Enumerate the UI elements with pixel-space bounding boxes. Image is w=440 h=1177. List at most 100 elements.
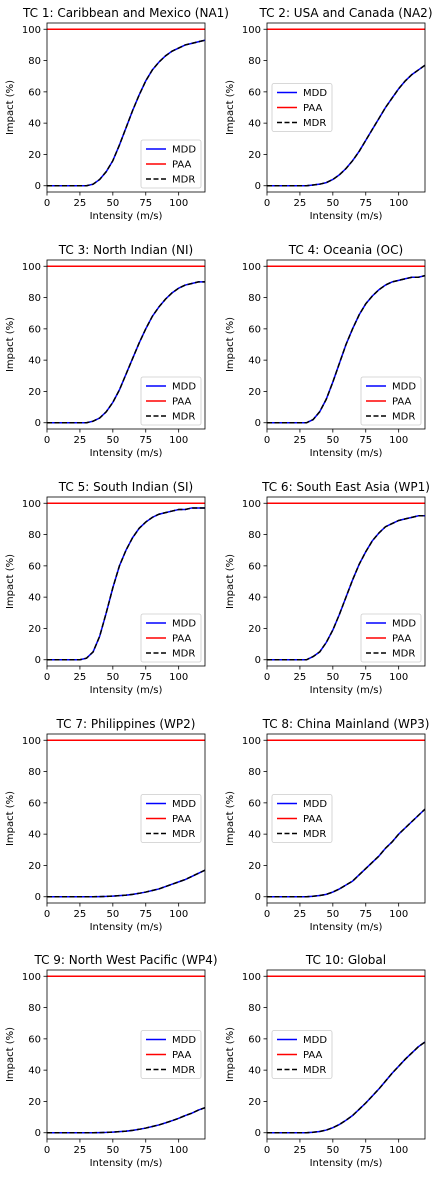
subplot-7: TC 7: Philippines (WP2) 0 25 50 75 100 0 20 40 60… bbox=[5, 717, 206, 933]
x-tick-label: 100 bbox=[389, 672, 408, 683]
y-tick-label: 100 bbox=[22, 25, 41, 36]
y-tick-label: 0 bbox=[255, 1128, 261, 1139]
x-tick-label: 100 bbox=[389, 1145, 408, 1156]
legend-label-mdd: MDD bbox=[172, 619, 196, 630]
x-axis-label: Intensity (m/s) bbox=[310, 1158, 383, 1169]
legend-label-mdd: MDD bbox=[172, 382, 196, 393]
y-tick-label: 80 bbox=[248, 767, 261, 778]
legend: MDD PAA MDR bbox=[140, 376, 202, 426]
x-axis-label: Intensity (m/s) bbox=[310, 211, 383, 222]
x-tick-label: 25 bbox=[294, 1145, 307, 1156]
y-tick-label: 20 bbox=[248, 387, 261, 398]
y-tick-label: 20 bbox=[28, 387, 41, 398]
y-tick-label: 60 bbox=[28, 1034, 41, 1045]
y-tick-label: 80 bbox=[248, 56, 261, 67]
legend: MDD PAA MDR bbox=[271, 794, 333, 843]
x-tick-label: 25 bbox=[294, 672, 307, 683]
y-tick-label: 20 bbox=[248, 861, 261, 872]
x-tick-label: 50 bbox=[106, 672, 119, 683]
x-tick-label: 0 bbox=[264, 672, 270, 683]
series-line-mdr bbox=[47, 1106, 205, 1134]
y-tick-label: 0 bbox=[35, 892, 41, 903]
x-tick-label: 0 bbox=[264, 909, 270, 920]
subplot-title: TC 4: Oceania (OC) bbox=[288, 243, 403, 257]
legend: MDD PAA MDR bbox=[140, 1030, 202, 1079]
axes-frame bbox=[46, 259, 206, 430]
legend-label-mdd: MDD bbox=[392, 619, 416, 630]
y-axis-label: Impact (%) bbox=[225, 791, 236, 846]
x-tick-label: 25 bbox=[74, 435, 87, 446]
legend-label-paa: PAA bbox=[172, 160, 192, 171]
y-tick-label: 20 bbox=[248, 1097, 261, 1108]
legend-box bbox=[140, 794, 202, 843]
legend-label-paa: PAA bbox=[303, 1050, 323, 1061]
legend-box bbox=[271, 1030, 333, 1079]
y-tick-label: 60 bbox=[248, 561, 261, 572]
series-line-mdr bbox=[47, 281, 205, 424]
subplot-3: TC 3: North Indian (NI) 0 25 50 75 100 0 20 40 60… bbox=[5, 243, 206, 459]
y-tick-label: 60 bbox=[28, 324, 41, 335]
axes-frame bbox=[46, 969, 206, 1140]
y-tick-label: 60 bbox=[28, 798, 41, 809]
legend-label-mdr: MDR bbox=[172, 175, 195, 186]
subplot-2: TC 2: USA and Canada (NA2) 0 25 50 75 100 0 20 4… bbox=[225, 6, 433, 222]
subplot-title: TC 9: North West Pacific (WP4) bbox=[33, 953, 217, 967]
legend: MDD PAA MDR bbox=[140, 794, 202, 843]
x-tick-label: 100 bbox=[169, 1145, 188, 1156]
y-tick-label: 0 bbox=[35, 1128, 41, 1139]
y-tick-label: 40 bbox=[28, 119, 41, 130]
y-tick-label: 80 bbox=[248, 293, 261, 304]
x-tick-label: 100 bbox=[169, 198, 188, 209]
y-tick-label: 0 bbox=[255, 655, 261, 666]
legend-label-mdd: MDD bbox=[303, 1035, 327, 1046]
y-axis-label: Impact (%) bbox=[225, 317, 236, 372]
x-tick-label: 50 bbox=[106, 435, 119, 446]
x-tick-label: 75 bbox=[359, 198, 372, 209]
series-line-mdr bbox=[47, 507, 205, 661]
y-tick-label: 60 bbox=[248, 1034, 261, 1045]
x-tick-label: 0 bbox=[44, 1145, 50, 1156]
legend-label-paa: PAA bbox=[392, 397, 412, 408]
x-tick-label: 50 bbox=[326, 435, 339, 446]
x-axis-label: Intensity (m/s) bbox=[90, 211, 163, 222]
legend-box bbox=[360, 613, 422, 663]
x-tick-label: 75 bbox=[359, 672, 372, 683]
legend-label-mdr: MDR bbox=[392, 412, 415, 423]
y-tick-label: 100 bbox=[242, 499, 261, 510]
x-axis-label: Intensity (m/s) bbox=[310, 685, 383, 696]
legend-box bbox=[271, 83, 333, 132]
y-tick-label: 100 bbox=[22, 499, 41, 510]
legend-label-mdr: MDR bbox=[172, 1065, 195, 1076]
subplot-title: TC 1: Caribbean and Mexico (NA1) bbox=[22, 6, 229, 20]
x-tick-label: 0 bbox=[44, 672, 50, 683]
legend: MDD PAA MDR bbox=[360, 613, 422, 663]
x-axis-label: Intensity (m/s) bbox=[310, 922, 383, 933]
y-tick-label: 100 bbox=[22, 736, 41, 747]
y-tick-label: 20 bbox=[28, 861, 41, 872]
x-tick-label: 50 bbox=[106, 909, 119, 920]
subplot-title: TC 2: USA and Canada (NA2) bbox=[258, 6, 432, 20]
legend-label-paa: PAA bbox=[392, 634, 412, 645]
legend-label-mdd: MDD bbox=[303, 88, 327, 99]
y-tick-label: 100 bbox=[242, 25, 261, 36]
x-tick-label: 25 bbox=[74, 909, 87, 920]
y-axis-label: Impact (%) bbox=[5, 317, 16, 372]
legend-box bbox=[140, 1030, 202, 1079]
subplot-9: TC 9: North West Pacific (WP4) 0 25 50 75 100… bbox=[5, 953, 218, 1169]
series-line-mdr bbox=[267, 515, 425, 661]
legend-label-paa: PAA bbox=[172, 397, 192, 408]
axes-frame bbox=[266, 259, 426, 430]
subplot-title: TC 3: North Indian (NI) bbox=[58, 243, 193, 257]
x-tick-label: 25 bbox=[294, 198, 307, 209]
y-tick-label: 100 bbox=[242, 736, 261, 747]
subplot-title: TC 10: Global bbox=[305, 953, 386, 967]
y-tick-label: 60 bbox=[248, 798, 261, 809]
y-tick-label: 40 bbox=[28, 356, 41, 367]
y-tick-label: 40 bbox=[248, 593, 261, 604]
x-axis-label: Intensity (m/s) bbox=[90, 685, 163, 696]
x-tick-label: 75 bbox=[359, 1145, 372, 1156]
y-axis-label: Impact (%) bbox=[225, 1027, 236, 1082]
y-axis-label: Impact (%) bbox=[5, 80, 16, 135]
y-tick-label: 40 bbox=[248, 356, 261, 367]
legend-label-paa: PAA bbox=[172, 1050, 192, 1061]
